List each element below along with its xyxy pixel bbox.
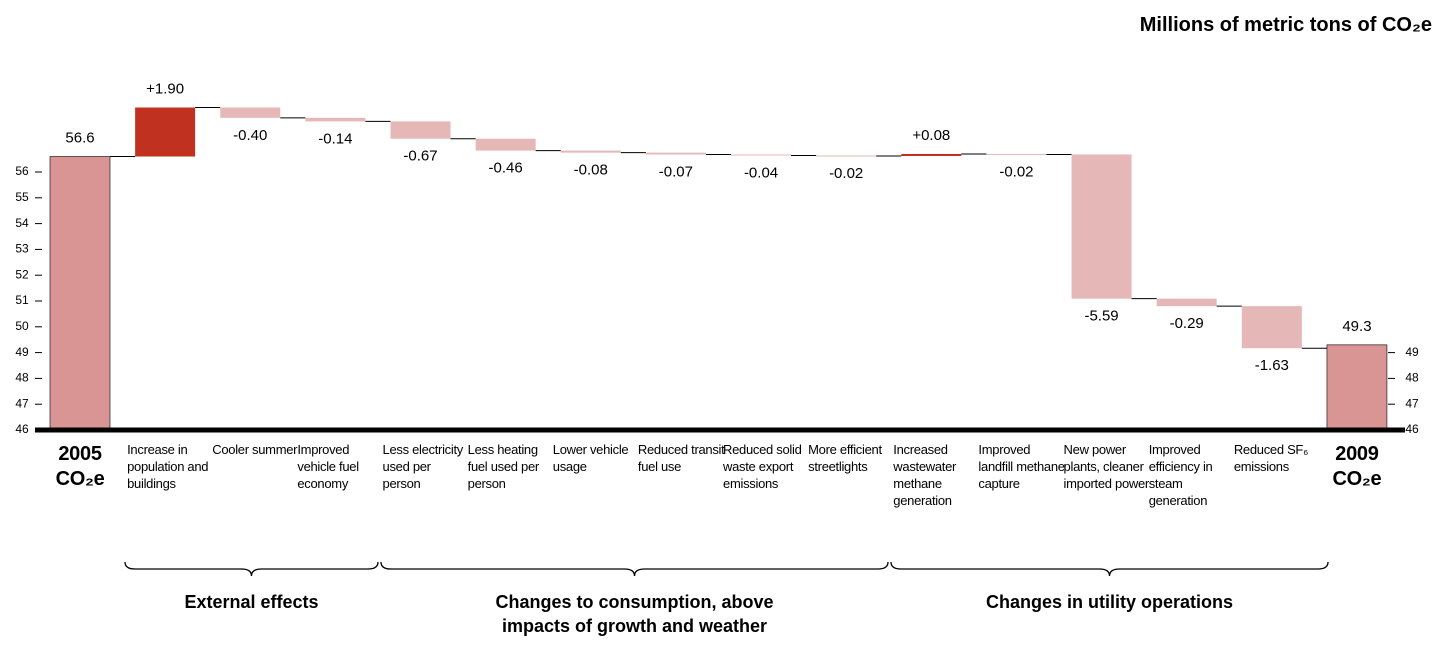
y2-tick-label: 47 — [1405, 396, 1419, 410]
category-label: Improved vehicle fuel economy — [297, 442, 359, 491]
value-label: -0.08 — [574, 162, 608, 179]
y-tick-label: 47 — [15, 396, 29, 410]
chart-title: Millions of metric tons of CO₂e — [1139, 14, 1432, 36]
category-label: Increase in population and buildings — [127, 442, 209, 491]
y-tick-label: 48 — [15, 371, 29, 385]
y2-tick-label: 48 — [1405, 371, 1419, 385]
category-label: 2005 CO₂e — [55, 443, 105, 490]
value-label: -0.07 — [659, 163, 693, 180]
value-label: +1.90 — [146, 80, 184, 97]
value-label: 49.3 — [1342, 318, 1371, 335]
y-tick-label: 53 — [15, 242, 29, 256]
category-label: New power plants, cleaner imported power — [1063, 442, 1150, 491]
bar — [816, 155, 877, 157]
y-tick-label: 49 — [15, 345, 29, 359]
y-tick-label: 51 — [15, 293, 29, 307]
group-label: Changes in utility operations — [985, 592, 1234, 612]
category-label: 2009 CO₂e — [1332, 443, 1382, 490]
group-brace — [124, 561, 379, 577]
y-tick-label: 56 — [15, 164, 29, 178]
bar — [901, 153, 962, 157]
group-label: Changes to consumption, above impacts of… — [495, 592, 774, 636]
value-label: -0.02 — [999, 163, 1033, 180]
bar — [645, 152, 706, 155]
category-label: Less electricity used per person — [382, 442, 464, 491]
value-label: -0.46 — [489, 160, 523, 177]
group-brace — [890, 561, 1329, 577]
bar — [220, 107, 281, 118]
category-label: Cooler summer — [212, 442, 298, 457]
bar — [390, 121, 451, 139]
bar — [1071, 154, 1132, 299]
value-label: -0.67 — [403, 148, 437, 165]
category-label: Increased wastewater methane generation — [893, 442, 957, 508]
y2-tick-label: 49 — [1405, 345, 1419, 359]
bar — [135, 107, 196, 157]
y-tick-label: 50 — [15, 319, 29, 333]
value-label: 56.6 — [65, 129, 94, 146]
value-label: -0.02 — [829, 165, 863, 182]
category-label: Improved efficiency in steam generation — [1148, 442, 1213, 508]
bar — [560, 150, 621, 153]
value-label: -0.14 — [318, 130, 352, 147]
bar — [1326, 344, 1388, 431]
value-label: +0.08 — [912, 127, 950, 144]
group-brace — [380, 561, 889, 577]
y-tick-label: 46 — [15, 422, 29, 436]
bar — [305, 117, 366, 122]
y2-tick-label: 46 — [1405, 422, 1419, 436]
category-label: Improved landfill methane capture — [978, 442, 1065, 491]
value-label: -0.29 — [1170, 315, 1204, 332]
y-tick-label: 54 — [15, 216, 29, 230]
bar — [731, 154, 792, 156]
category-label: Less heating fuel used per person — [467, 442, 540, 491]
value-label: -0.40 — [233, 127, 267, 144]
value-label: -5.59 — [1084, 308, 1118, 325]
group-label: External effects — [184, 592, 319, 612]
value-label: -1.63 — [1255, 357, 1289, 374]
bar — [475, 138, 536, 151]
value-label: -0.04 — [744, 164, 778, 181]
bar — [1241, 306, 1302, 349]
bar — [1156, 298, 1217, 307]
category-label: Reduced solid waste export emissions — [723, 442, 802, 491]
y-tick-label: 52 — [15, 267, 29, 281]
category-label: Reduced transit fuel use — [637, 442, 725, 474]
y-tick-label: 55 — [15, 190, 29, 204]
category-label: More efficient streetlights — [808, 442, 882, 474]
bar — [49, 156, 111, 431]
category-label: Lower vehicle usage — [552, 442, 629, 474]
category-label: Reduced SF₆ emissions — [1233, 442, 1309, 474]
bar — [986, 153, 1047, 155]
